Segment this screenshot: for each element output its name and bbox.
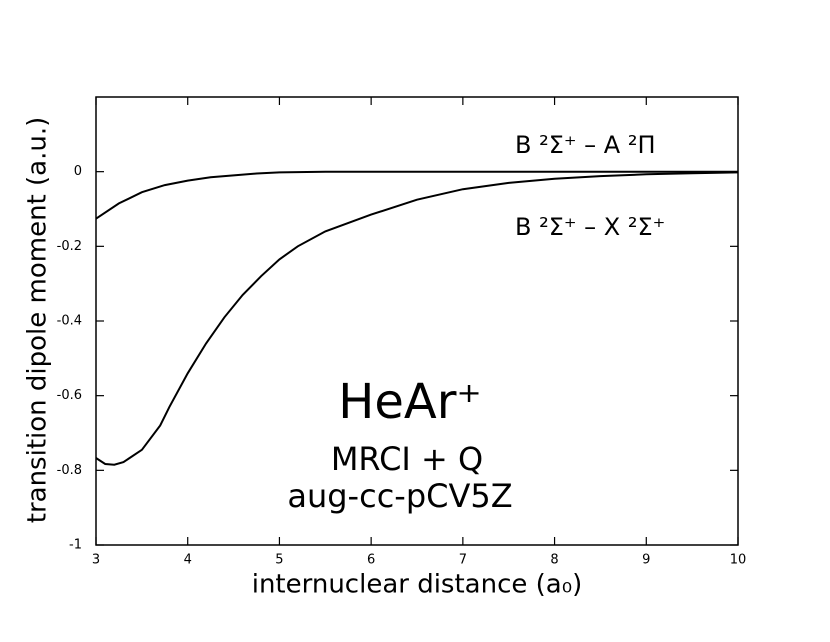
y-tick-label: -0.6 [57, 388, 82, 403]
annotation: B ²Σ⁺ – A ²Π [515, 131, 656, 159]
annotation: MRCI + Q [331, 440, 483, 478]
x-tick-label: 6 [367, 553, 375, 568]
annotation: HeAr⁺ [338, 374, 482, 430]
y-axis-label: transition dipole moment (a.u.) [23, 117, 53, 523]
data-line [95, 170, 738, 220]
x-axis-label: internuclear distance (a₀) [252, 570, 583, 600]
x-tick-label: 3 [92, 553, 100, 568]
x-tick-label: 5 [275, 553, 283, 568]
y-tick-label: -0.2 [57, 239, 82, 254]
y-tick-label: -0.8 [57, 463, 82, 478]
annotation: B ²Σ⁺ – X ²Σ⁺ [515, 213, 665, 241]
y-tick-label: -1 [69, 538, 82, 553]
y-tick-label: 0 [74, 164, 82, 179]
x-tick-label: 7 [459, 553, 467, 568]
x-tick-label: 10 [730, 553, 747, 568]
y-tick-label: -0.4 [57, 314, 82, 329]
x-tick-label: 9 [642, 553, 650, 568]
x-tick-label: 8 [550, 553, 558, 568]
annotation: aug-cc-pCV5Z [287, 477, 512, 515]
data-line [95, 171, 739, 466]
x-tick-label: 4 [184, 553, 192, 568]
